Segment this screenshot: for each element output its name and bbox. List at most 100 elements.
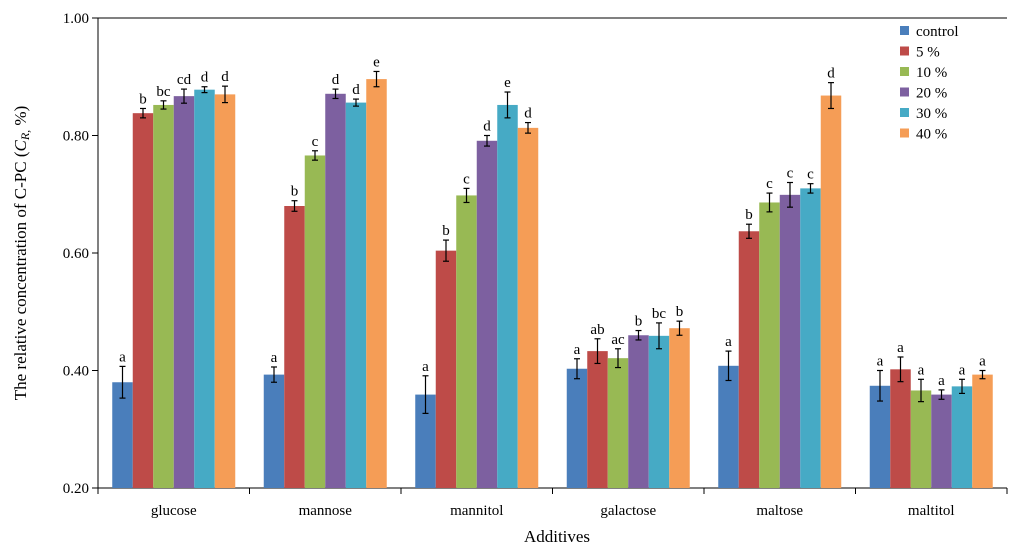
significance-label: a xyxy=(959,362,966,378)
bar xyxy=(173,96,195,488)
y-axis-title-tail: %) xyxy=(11,106,30,130)
legend-label: control xyxy=(916,24,959,40)
bar xyxy=(132,113,154,489)
legend-swatch xyxy=(900,67,909,76)
significance-label: b xyxy=(442,223,450,239)
y-tick-label: 0.60 xyxy=(63,246,89,262)
significance-label: ac xyxy=(611,332,625,348)
significance-label: d xyxy=(352,82,360,98)
significance-label: a xyxy=(897,340,904,356)
significance-label: bc xyxy=(156,84,171,100)
significance-label: a xyxy=(422,359,429,375)
significance-label: c xyxy=(787,166,794,182)
bar xyxy=(566,368,588,488)
bar xyxy=(779,194,801,488)
significance-label: b xyxy=(139,91,147,107)
bar xyxy=(497,104,518,488)
significance-label: b xyxy=(745,207,753,223)
y-tick-label: 0.40 xyxy=(63,364,89,380)
significance-label: e xyxy=(373,54,380,70)
significance-label: e xyxy=(504,75,511,91)
significance-label: a xyxy=(918,362,925,378)
significance-label: c xyxy=(807,167,814,183)
bar xyxy=(194,89,215,489)
bar xyxy=(345,102,367,488)
legend: control 5 % 10 % 20 % 30 % 40 % xyxy=(900,24,959,143)
significance-label: c xyxy=(463,171,470,187)
bar xyxy=(669,328,690,488)
significance-label: ab xyxy=(590,322,604,338)
bar xyxy=(800,188,821,488)
legend-label: 30 % xyxy=(916,106,947,122)
bar xyxy=(869,385,891,488)
bar xyxy=(587,351,608,488)
bar xyxy=(304,155,326,488)
axes: 0.20 0.40 0.60 0.80 1.00 glucose mannose mannit… xyxy=(63,11,1008,519)
significance-label: d xyxy=(221,69,229,85)
error-bars-group xyxy=(119,70,986,414)
y-axis-title-symbol: C xyxy=(11,139,30,151)
significance-label: d xyxy=(524,106,532,122)
legend-label: 20 % xyxy=(916,86,947,102)
significance-label: c xyxy=(766,176,773,192)
bar xyxy=(890,369,911,488)
significance-label: c xyxy=(312,134,319,150)
bar xyxy=(607,358,629,488)
bar xyxy=(517,127,539,489)
bar xyxy=(718,365,739,488)
x-tick-label: maltose xyxy=(756,503,803,519)
bar xyxy=(153,104,174,488)
significance-label: d xyxy=(332,72,340,88)
legend-swatch xyxy=(900,26,909,35)
legend-swatch xyxy=(900,108,909,117)
legend-swatch xyxy=(900,128,909,138)
legend-label: 5 % xyxy=(916,45,940,61)
x-axis-title: Additives xyxy=(524,527,590,546)
significance-label: b xyxy=(291,184,299,200)
bar xyxy=(628,335,649,488)
significance-label: a xyxy=(271,350,278,366)
bar xyxy=(415,394,436,488)
significance-label: bc xyxy=(652,306,667,322)
bar xyxy=(366,79,387,488)
significance-label: d xyxy=(201,70,209,86)
bar xyxy=(284,206,305,488)
bar xyxy=(435,250,457,488)
bar xyxy=(820,95,842,489)
significance-label: d xyxy=(483,119,491,135)
legend-label: 40 % xyxy=(916,127,947,143)
y-tick-label: 0.20 xyxy=(63,481,89,497)
significance-label: a xyxy=(938,373,945,389)
legend-swatch xyxy=(900,46,909,56)
bar xyxy=(972,374,993,488)
bar xyxy=(951,386,973,488)
x-tick-label: galactose xyxy=(600,503,656,519)
bar xyxy=(910,390,932,488)
bar xyxy=(476,140,498,488)
x-tick-label: mannose xyxy=(299,503,353,519)
bar xyxy=(759,202,780,488)
x-tick-label: maltitol xyxy=(908,503,955,519)
significance-label: b xyxy=(676,304,684,320)
significance-label: a xyxy=(877,354,884,370)
y-axis-title-subscript: R, xyxy=(18,130,32,141)
bar xyxy=(931,394,952,488)
legend-swatch xyxy=(900,87,909,97)
significance-label: d xyxy=(827,66,835,82)
significance-label: a xyxy=(119,349,126,365)
bar xyxy=(738,231,760,488)
legend-label: 10 % xyxy=(916,65,947,81)
x-tick-label: mannitol xyxy=(450,503,503,519)
significance-label: a xyxy=(574,342,581,358)
y-axis-title-main: The relative concentration of C-PC ( xyxy=(11,151,30,400)
significance-label: b xyxy=(635,314,643,330)
x-tick-label: glucose xyxy=(151,503,197,519)
bar xyxy=(325,93,346,488)
y-axis-title: The relative concentration of C-PC (CR, … xyxy=(11,106,32,401)
significance-label: a xyxy=(979,354,986,370)
significance-label: a xyxy=(725,334,732,350)
bar xyxy=(648,335,670,488)
